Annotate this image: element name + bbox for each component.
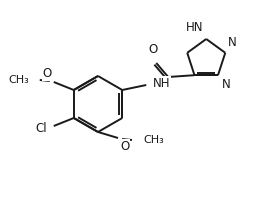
Text: NH: NH: [153, 76, 171, 89]
Text: N: N: [228, 36, 237, 49]
Text: O: O: [43, 67, 52, 80]
Text: N: N: [222, 78, 231, 91]
Text: CH₃: CH₃: [8, 75, 29, 85]
Text: O: O: [149, 43, 158, 56]
Text: HN: HN: [186, 21, 203, 34]
Text: Cl: Cl: [35, 122, 47, 135]
Text: CH₃: CH₃: [143, 135, 164, 145]
Text: O: O: [120, 140, 129, 153]
